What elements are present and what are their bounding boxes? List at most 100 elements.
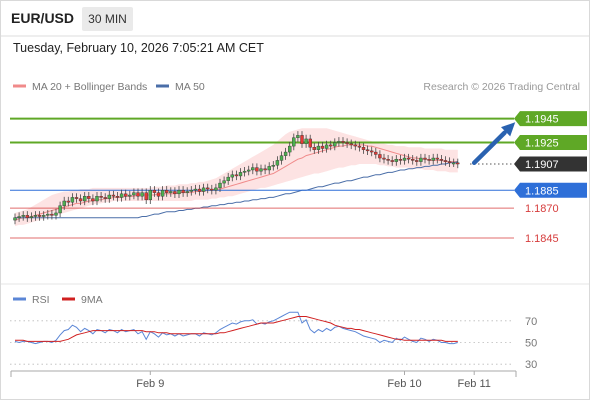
candle-body <box>234 174 239 177</box>
candle-body <box>443 160 448 162</box>
candle-body <box>214 187 218 191</box>
candle-body <box>37 215 42 217</box>
candle-body <box>177 190 181 195</box>
pivot-price-tag <box>514 182 587 198</box>
candle-body <box>427 159 431 161</box>
candle-body <box>406 157 411 160</box>
candle-body <box>435 157 439 160</box>
candle-body <box>140 192 144 197</box>
candle-body <box>181 190 185 193</box>
datetime-label: Tuesday, February 10, 2026 7:05:21 AM CE… <box>13 41 264 55</box>
rsi-legend-label: RSI <box>32 294 50 306</box>
candle-body <box>419 157 423 162</box>
candle-body <box>402 157 407 161</box>
candle-body <box>226 176 230 181</box>
candle-body <box>246 169 251 172</box>
candle-body <box>423 157 427 160</box>
candle-body <box>386 159 390 161</box>
candle-body <box>201 187 206 192</box>
candle-body <box>160 190 165 197</box>
candle-body <box>148 190 153 201</box>
candle-body <box>169 191 173 193</box>
candle-body <box>267 166 271 171</box>
price-tag-label: 1.1885 <box>525 185 559 197</box>
candle-body <box>452 162 456 165</box>
candle-body <box>320 145 325 149</box>
candle-body <box>193 188 198 191</box>
candle-body <box>173 191 177 195</box>
candle-body <box>357 145 362 148</box>
rsi-legend-label: 9MA <box>81 294 103 306</box>
candle-body <box>99 196 103 198</box>
candle-body <box>345 142 349 144</box>
candle-body <box>156 192 161 197</box>
source-label: Research © 2026 Trading Central <box>423 81 580 93</box>
resistance-price-tag <box>514 111 587 127</box>
candle-body <box>337 141 341 143</box>
candle-body <box>119 193 124 198</box>
rsi-legend: RSI 9MA <box>13 294 103 306</box>
x-tick-label: Feb 10 <box>387 378 421 390</box>
price-tag-label: 1.1925 <box>525 138 559 150</box>
candle-body <box>46 213 50 216</box>
candle-body <box>238 172 243 177</box>
legend-label: MA 20 + Bollinger Bands <box>32 81 147 93</box>
candle-body <box>308 138 312 148</box>
price-levels <box>10 117 514 239</box>
rsi-tick-label: 50 <box>525 338 537 350</box>
candle-body <box>82 196 87 202</box>
candle-body <box>87 196 91 199</box>
candle-body <box>263 168 267 171</box>
candle-body <box>312 147 316 150</box>
price-tag-label: 1.1907 <box>525 159 559 171</box>
candle-body <box>411 159 415 161</box>
candle-body <box>205 187 210 190</box>
candle-body <box>279 155 284 161</box>
candle-body <box>456 162 460 165</box>
candle-body <box>74 197 79 199</box>
candle-body <box>62 200 66 206</box>
candle-body <box>25 215 29 218</box>
x-axis: Feb 9 Feb 10 Feb 11 <box>10 370 517 390</box>
level-tags: 1.1945 1.1925 1.1907 1.1885 1.1870 1.1845 <box>514 111 587 245</box>
projection-arrow-shaft <box>471 130 507 166</box>
candle-body <box>431 157 435 161</box>
resistance-price-tag <box>514 135 587 151</box>
price-tag-label: 1.1870 <box>525 203 559 215</box>
candle-body <box>78 198 83 202</box>
candle-body <box>324 144 329 149</box>
candle-body <box>164 190 169 193</box>
rsi-line <box>14 311 458 345</box>
candle-body <box>361 147 366 150</box>
candle-body <box>210 188 214 191</box>
candle-body <box>13 217 17 221</box>
candlesticks <box>13 131 460 225</box>
rsi-tick-label: 70 <box>525 316 537 328</box>
candle-body <box>292 137 296 147</box>
candle-body <box>398 159 403 161</box>
candle-body <box>144 192 148 201</box>
candle-body <box>21 215 25 217</box>
projection-arrow <box>471 122 516 166</box>
ma50-line <box>15 161 458 219</box>
chart-header: EUR/USD 30 MIN <box>0 0 590 36</box>
candle-body <box>58 205 62 214</box>
candle-body <box>283 151 288 156</box>
candle-body <box>115 196 120 198</box>
candle-body <box>255 167 259 172</box>
candle-body <box>447 161 452 164</box>
price-tag-label: 1.1845 <box>525 233 559 245</box>
symbol-label: EUR/USD <box>11 10 75 26</box>
candle-body <box>50 213 54 216</box>
candle-body <box>230 174 235 178</box>
candle-body <box>378 154 382 159</box>
candle-body <box>132 192 136 196</box>
candle-body <box>197 188 202 192</box>
candle-body <box>107 194 112 199</box>
candle-body <box>103 197 107 199</box>
candle-body <box>128 194 132 197</box>
timeframe-button[interactable]: 30 MIN <box>82 7 133 31</box>
candle-body <box>152 190 157 193</box>
candle-body <box>390 160 394 162</box>
